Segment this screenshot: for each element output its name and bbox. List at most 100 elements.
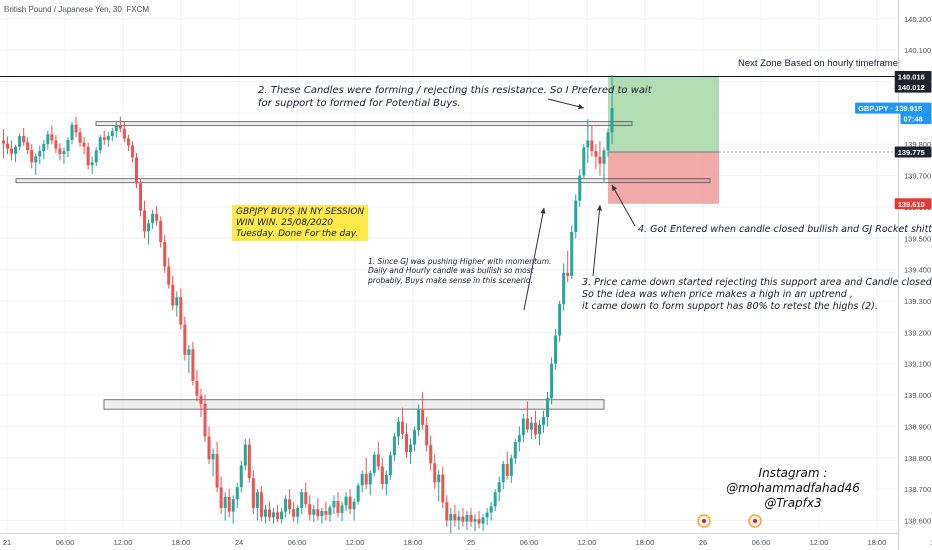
candle-body xyxy=(106,136,110,140)
candle-body xyxy=(259,492,263,517)
price-badge xyxy=(894,198,932,210)
candle-body xyxy=(38,151,42,157)
candle-body xyxy=(445,502,449,521)
candle-body xyxy=(513,442,517,459)
time-tick-label: 12:00 xyxy=(810,538,829,547)
candle-body xyxy=(276,512,280,520)
candle-body xyxy=(143,210,147,232)
candle-body xyxy=(82,142,86,147)
candle-body xyxy=(263,509,267,517)
candle-body xyxy=(542,416,546,425)
candle-body xyxy=(421,410,425,425)
time-tick-label: 18:00 xyxy=(172,538,191,547)
twitter-handle: @Trapfx3 xyxy=(764,496,822,510)
candle-body xyxy=(66,139,70,152)
price-tick-label: 139.300 xyxy=(904,297,931,306)
time-tick-label: 06:00 xyxy=(520,538,539,547)
candle-body xyxy=(352,501,356,510)
note-line: 4. Got Entered when candle closed bullis… xyxy=(638,224,932,235)
price-tick-label: 139.200 xyxy=(904,328,931,337)
candle-body xyxy=(42,143,46,152)
candle-body xyxy=(477,519,481,524)
candle-body xyxy=(147,223,151,232)
candle-body xyxy=(328,507,332,515)
note-line: 2. These Candles were forming / rejectin… xyxy=(258,85,652,96)
candle-body xyxy=(223,496,227,508)
candle-body xyxy=(110,131,114,137)
candle-body xyxy=(255,492,259,508)
candle-body xyxy=(396,421,400,437)
candle-body xyxy=(122,128,126,139)
price-tick-label: 140.200 xyxy=(904,15,931,24)
time-tick-label: 12:00 xyxy=(578,538,597,547)
candle-body xyxy=(243,444,247,466)
candle-body xyxy=(14,146,18,154)
candle-body xyxy=(594,151,598,157)
price-badge xyxy=(855,102,932,114)
candle-body xyxy=(203,403,207,437)
time-tick-label: 06:00 xyxy=(288,538,307,547)
candle-body xyxy=(400,421,404,434)
candle-body xyxy=(284,499,288,512)
candle-body xyxy=(570,232,574,276)
candle-body xyxy=(251,478,255,508)
time-tick-label: 18:00 xyxy=(636,538,655,547)
candle-body xyxy=(348,496,352,510)
candle-body xyxy=(296,507,300,517)
candle-body xyxy=(320,511,324,517)
candle-body xyxy=(2,140,5,144)
candle-body xyxy=(292,509,296,517)
price-badge-label: 07:48 xyxy=(904,115,923,124)
candle-body xyxy=(312,509,316,515)
candle-body xyxy=(171,284,175,306)
candle-body xyxy=(231,499,235,512)
candle-body xyxy=(425,424,429,446)
arrow-entry-head xyxy=(612,185,617,191)
arrow-momentum xyxy=(523,207,545,311)
candle-body xyxy=(590,140,594,152)
candle-body xyxy=(191,349,195,381)
price-badge-label: 140.016 xyxy=(898,73,925,82)
candle-body xyxy=(215,453,219,488)
candle-body xyxy=(74,124,78,133)
price-badge-label: 139.775 xyxy=(898,148,925,157)
candle-body xyxy=(533,422,537,435)
candle-body xyxy=(98,137,102,151)
note-line: it came down to form support has 80% to … xyxy=(582,300,878,312)
candle-body xyxy=(22,136,26,143)
candle-body xyxy=(167,266,171,285)
candle-body xyxy=(6,143,10,149)
note-line: 1. Since GJ was pushing Higher with mome… xyxy=(368,257,552,266)
candle-body xyxy=(449,514,453,521)
price-tick-label: 139.800 xyxy=(904,140,931,149)
candle-body xyxy=(582,147,586,176)
candle-body xyxy=(473,519,477,522)
summary-line: Tuesday. Done For the day. xyxy=(236,228,359,239)
candle-body xyxy=(606,132,610,151)
candle-body xyxy=(90,162,94,166)
candle-body xyxy=(18,136,22,147)
candle-body xyxy=(501,464,505,483)
candle-body xyxy=(578,175,582,201)
candle-body xyxy=(409,444,413,453)
candle-body xyxy=(469,514,473,522)
candle-body xyxy=(517,435,521,443)
event-marker-dot xyxy=(753,519,757,523)
note-line: Daily and Hourly candle was bullish so m… xyxy=(368,266,534,276)
candle-body xyxy=(300,492,304,508)
session-summary-box: GBPJPY BUYS IN NY SESSION WIN WIN. 25/08… xyxy=(232,205,369,242)
candle-body xyxy=(288,499,292,510)
candle-body xyxy=(417,410,421,431)
candle-body xyxy=(46,134,50,144)
price-badge-label: 139.610 xyxy=(898,200,925,209)
candle-body xyxy=(489,506,493,513)
arrow-momentum-head xyxy=(540,208,546,214)
candle-body xyxy=(10,148,14,154)
candle-body xyxy=(211,453,215,460)
time-tick-label: 06:00 xyxy=(752,538,771,547)
summary-line: GBPJPY BUYS IN NY SESSION xyxy=(236,207,365,217)
candle-body xyxy=(497,482,501,493)
arrow-entry xyxy=(611,184,636,227)
